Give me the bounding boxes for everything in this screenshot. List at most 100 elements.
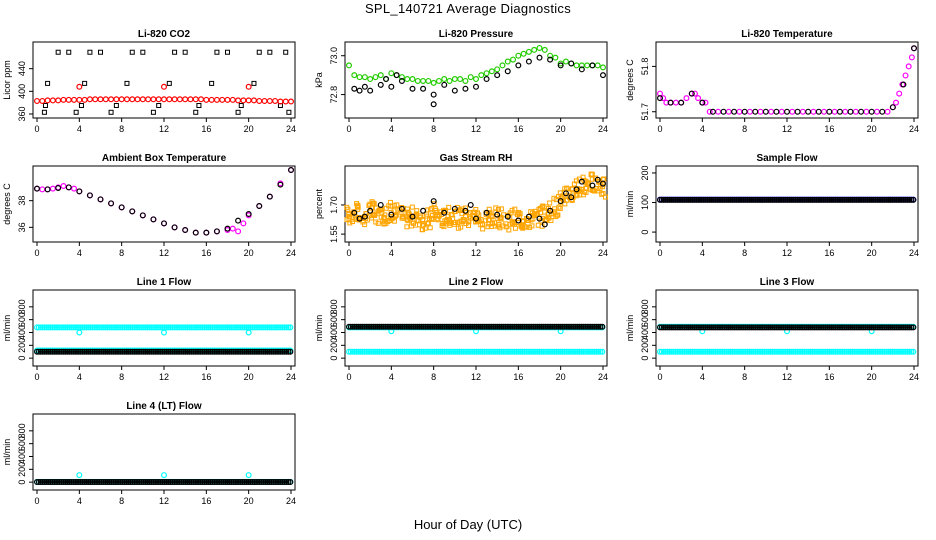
data-point (460, 323, 467, 330)
data-point (504, 213, 511, 220)
data-point (519, 323, 526, 330)
data-point (71, 96, 78, 103)
data-point (877, 324, 884, 331)
data-point (499, 62, 506, 69)
data-point (689, 196, 696, 203)
data-point (815, 348, 822, 355)
data-point (443, 348, 450, 355)
series-1 (33, 83, 295, 105)
data-point (845, 196, 852, 203)
data-point (803, 196, 810, 203)
data-point (784, 348, 791, 355)
data-point (908, 196, 915, 203)
data-point (847, 324, 854, 331)
data-point (275, 348, 282, 355)
data-point (525, 323, 532, 330)
y-axis-label: Licor ppm (2, 60, 12, 100)
data-point (799, 108, 806, 115)
data-point (83, 479, 90, 486)
data-point (254, 479, 261, 486)
data-point (451, 208, 457, 214)
data-point (424, 323, 431, 330)
data-point (60, 479, 67, 486)
data-point (43, 348, 50, 355)
data-point (773, 348, 780, 355)
data-point (235, 479, 242, 486)
data-point (249, 348, 256, 355)
data-point (199, 348, 206, 355)
data-point (895, 324, 902, 331)
data-point (150, 109, 156, 115)
data-point (790, 348, 797, 355)
data-point (430, 91, 437, 98)
data-point (852, 108, 859, 115)
y-tick-label: 200 (17, 462, 27, 477)
series-1 (33, 167, 295, 236)
data-point (420, 216, 426, 222)
data-point (456, 348, 463, 355)
data-point (813, 196, 820, 203)
series-0 (656, 45, 917, 115)
data-point (182, 348, 189, 355)
data-point (203, 324, 210, 331)
data-point (281, 348, 288, 355)
data-point (549, 348, 556, 355)
data-point (870, 348, 877, 355)
data-point (361, 348, 368, 355)
data-point (494, 323, 501, 330)
data-point (102, 324, 109, 331)
data-point (405, 348, 412, 355)
data-point (580, 323, 587, 330)
data-point (858, 348, 865, 355)
data-point (42, 103, 48, 108)
data-point (55, 185, 62, 192)
data-point (351, 323, 358, 330)
data-point (347, 323, 354, 330)
data-point (818, 348, 825, 355)
data-point (234, 348, 241, 355)
data-point (87, 49, 93, 55)
data-point (161, 472, 168, 479)
data-point (710, 324, 717, 331)
data-point (279, 324, 286, 331)
data-point (87, 479, 94, 486)
data-point (167, 479, 174, 486)
data-point (519, 348, 526, 355)
data-point (384, 348, 391, 355)
data-point (523, 348, 530, 355)
panel-title: Li-820 Pressure (439, 29, 514, 40)
data-point (228, 479, 235, 486)
data-point (506, 227, 512, 233)
data-point (365, 323, 372, 330)
data-point (851, 196, 858, 203)
data-point (425, 221, 431, 227)
data-point (897, 324, 904, 331)
series-1 (351, 176, 606, 228)
data-point (557, 198, 564, 205)
data-point (359, 323, 366, 330)
data-point (146, 479, 153, 486)
data-point (559, 323, 566, 330)
data-point (658, 196, 665, 203)
data-point (841, 324, 848, 331)
data-point (71, 185, 78, 192)
x-tick-label: 12 (471, 372, 481, 382)
data-point (441, 323, 448, 330)
plot-frame (344, 165, 608, 243)
data-point (687, 348, 694, 355)
data-point (256, 479, 263, 486)
data-point (811, 348, 818, 355)
data-point (281, 479, 288, 486)
data-point (64, 324, 71, 331)
data-point (361, 323, 368, 330)
data-point (710, 348, 717, 355)
data-point (287, 479, 294, 486)
data-point (97, 96, 104, 103)
data-point (260, 348, 267, 355)
data-point (184, 479, 191, 486)
data-point (815, 196, 822, 203)
data-point (171, 96, 178, 103)
y-tick-label: 400 (640, 325, 650, 340)
data-point (719, 324, 726, 331)
